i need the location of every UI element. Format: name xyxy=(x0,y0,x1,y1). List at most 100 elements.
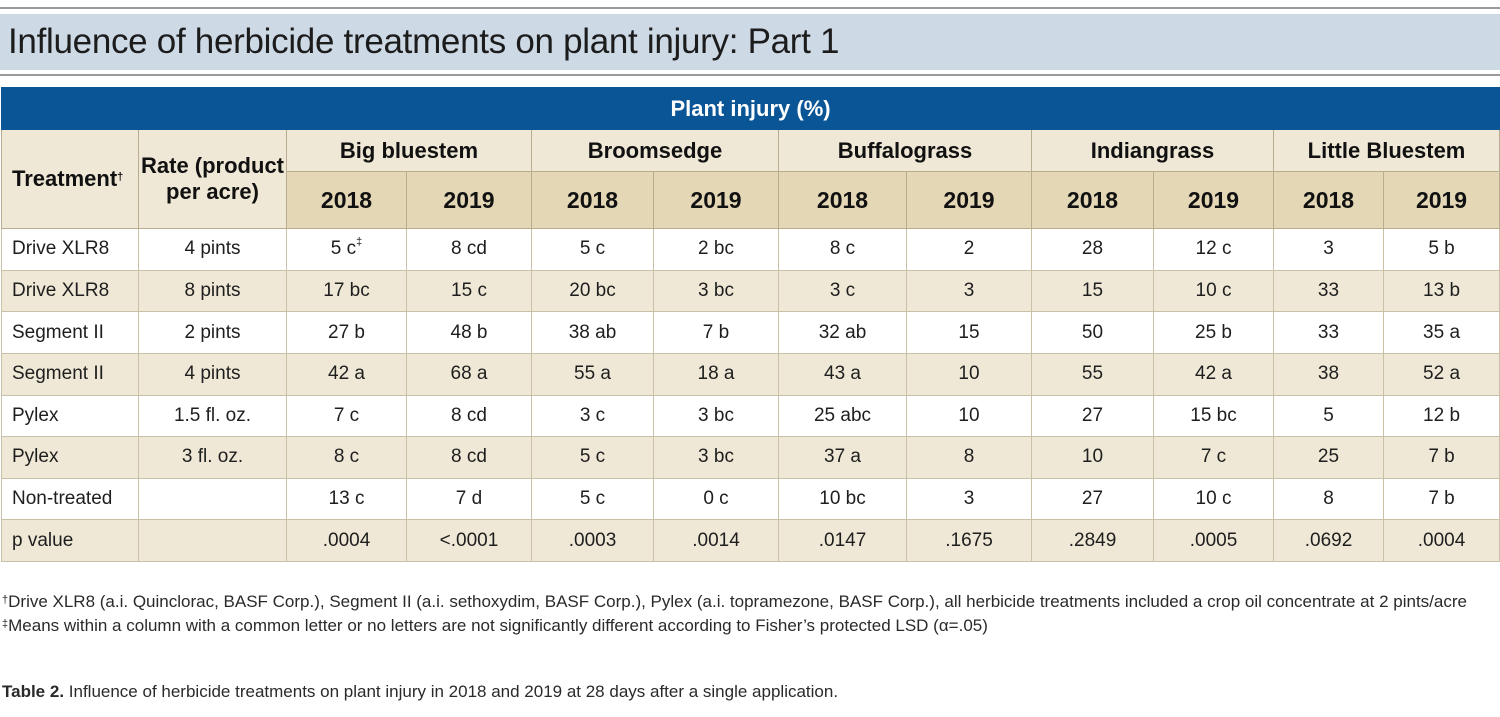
value-cell: 3 c xyxy=(531,394,654,438)
value-cell: 52 a xyxy=(1382,352,1500,396)
treatment-cell: Pylex xyxy=(1,394,139,438)
value-cell: 7 b xyxy=(653,311,779,354)
value-cell: 18 a xyxy=(653,352,779,396)
title-rule xyxy=(0,74,1500,76)
value-cell: 5 c xyxy=(531,228,654,271)
value-cell: 5 c xyxy=(531,477,654,521)
value-cell: 55 xyxy=(1031,352,1154,396)
value-cell: 25 xyxy=(1273,436,1384,479)
value-cell: .0692 xyxy=(1273,519,1384,562)
value-cell: 3 xyxy=(906,269,1032,313)
value-cell: 10 c xyxy=(1153,269,1274,313)
value-cell: 8 cd xyxy=(406,228,532,271)
value-cell: 7 c xyxy=(1153,436,1274,479)
value-cell: 5 xyxy=(1273,394,1384,438)
value-cell: 37 a xyxy=(778,436,907,479)
value-cell: 2 xyxy=(906,228,1032,271)
year-header: 2018 xyxy=(1273,171,1384,229)
value-cell: 33 xyxy=(1273,269,1384,313)
value-cell: 48 b xyxy=(406,311,532,354)
plant-injury-table: Plant injury (%) Treatment† Rate (produc… xyxy=(0,87,1500,562)
rate-cell: 4 pints xyxy=(138,352,287,396)
value-cell: 15 bc xyxy=(1153,394,1274,438)
value-cell: 7 b xyxy=(1382,436,1500,479)
species-header-indiangrass: Indiangrass xyxy=(1031,129,1274,172)
value-cell: 5 b xyxy=(1382,228,1500,271)
value-cell: 8 c xyxy=(778,228,907,271)
rate-cell: 1.5 fl. oz. xyxy=(138,394,287,438)
value-cell: 42 a xyxy=(286,352,407,396)
treatment-cell: Drive XLR8 xyxy=(1,269,139,313)
year-header: 2018 xyxy=(1031,171,1154,229)
value-cell: .0005 xyxy=(1153,519,1274,562)
table-row: Drive XLR8 8 pints 17 bc 15 c 20 bc 3 bc… xyxy=(1,269,1500,313)
value-cell: 8 cd xyxy=(406,436,532,479)
year-header: 2019 xyxy=(406,171,532,229)
value-cell: 13 b xyxy=(1382,269,1500,313)
value-cell: 2 bc xyxy=(653,228,779,271)
value-cell: 27 xyxy=(1031,394,1154,438)
table-row: Pylex 3 fl. oz. 8 c 8 cd 5 c 3 bc 37 a 8… xyxy=(1,436,1500,479)
value-cell: 15 xyxy=(906,311,1032,354)
value-cell: 12 c xyxy=(1153,228,1274,271)
value-cell: 13 c xyxy=(286,477,407,521)
dagger-mark: † xyxy=(117,171,124,183)
value-cell: 8 xyxy=(1273,477,1384,521)
year-header: 2018 xyxy=(286,171,407,229)
value-cell: 68 a xyxy=(406,352,532,396)
value-cell: .1675 xyxy=(906,519,1032,562)
footnote-ddagger: ‡Means within a column with a common let… xyxy=(2,616,988,635)
treatment-cell: Segment II xyxy=(1,352,139,396)
ddagger-mark: ‡ xyxy=(356,236,363,249)
value-cell: 0 c xyxy=(653,477,779,521)
species-header-big-bluestem: Big bluestem xyxy=(286,129,532,172)
rate-cell: 2 pints xyxy=(138,311,287,354)
value-cell: 17 bc xyxy=(286,269,407,313)
value-cell: 10 bc xyxy=(778,477,907,521)
year-header: 2018 xyxy=(778,171,907,229)
value-cell: 27 xyxy=(1031,477,1154,521)
dagger-mark: † xyxy=(2,594,9,606)
year-header: 2018 xyxy=(531,171,654,229)
treatment-cell: Non-treated xyxy=(1,477,139,521)
rate-cell xyxy=(138,477,287,521)
treatment-cell: Drive XLR8 xyxy=(1,228,139,271)
rate-cell xyxy=(138,519,287,562)
year-header: 2019 xyxy=(1153,171,1274,229)
value-cell: 3 xyxy=(906,477,1032,521)
table-row: Segment II 2 pints 27 b 48 b 38 ab 7 b 3… xyxy=(1,311,1500,354)
value-cell: 15 xyxy=(1031,269,1154,313)
footnote-dagger: †Drive XLR8 (a.i. Quinclorac, BASF Corp.… xyxy=(2,592,1467,611)
value-cell: 32 ab xyxy=(778,311,907,354)
value-cell: .2849 xyxy=(1031,519,1154,562)
treatment-cell: Pylex xyxy=(1,436,139,479)
value-cell: 27 b xyxy=(286,311,407,354)
value-cell: 5 c‡ xyxy=(286,228,407,271)
value-cell: 3 bc xyxy=(653,394,779,438)
value-cell: 10 xyxy=(1031,436,1154,479)
value-cell: 35 a xyxy=(1382,311,1500,354)
year-header: 2019 xyxy=(1382,171,1500,229)
value-cell: 3 c xyxy=(778,269,907,313)
value-cell: 7 d xyxy=(406,477,532,521)
table-caption: Table 2. Influence of herbicide treatmen… xyxy=(2,680,1492,704)
rate-cell: 3 fl. oz. xyxy=(138,436,287,479)
value-cell: 5 c xyxy=(531,436,654,479)
value-cell: 7 b xyxy=(1382,477,1500,521)
treatment-cell: p value xyxy=(1,519,139,562)
value-cell: 7 c xyxy=(286,394,407,438)
value-cell: 3 bc xyxy=(653,269,779,313)
rate-header: Rate (product per acre) xyxy=(138,129,287,229)
rate-cell: 4 pints xyxy=(138,228,287,271)
p-value-row: p value .0004 <.0001 .0003 .0014 .0147 .… xyxy=(1,519,1500,562)
value-cell: .0004 xyxy=(1382,519,1500,562)
value-cell: 10 xyxy=(906,394,1032,438)
value-cell: 43 a xyxy=(778,352,907,396)
value-cell: 38 xyxy=(1273,352,1384,396)
value-cell: 25 abc xyxy=(778,394,907,438)
value-cell: 55 a xyxy=(531,352,654,396)
page-title: Influence of herbicide treatments on pla… xyxy=(0,14,1500,70)
value-cell: .0147 xyxy=(778,519,907,562)
species-header-buffalograss: Buffalograss xyxy=(778,129,1032,172)
top-rule xyxy=(0,7,1500,9)
